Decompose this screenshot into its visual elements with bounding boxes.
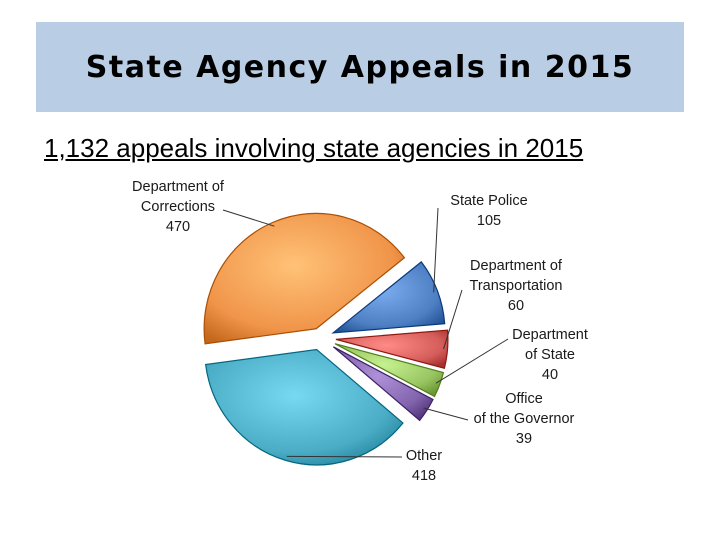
- slice-label-line: of the Governor: [474, 411, 575, 427]
- slice-label-line: of State: [525, 347, 575, 363]
- slice-label-2: Department of State 40: [512, 327, 588, 383]
- slice-label-line: 60: [508, 298, 524, 314]
- leader-lines-layer: [222, 207, 509, 458]
- slice-label-line: 40: [542, 367, 558, 383]
- slice-label-line: Department of: [470, 258, 563, 274]
- slice-label-5: Department of Corrections 470: [132, 179, 225, 235]
- title-band: State Agency Appeals in 2015: [36, 22, 684, 112]
- pie-slice-5: [203, 212, 406, 345]
- slice-label-line: Transportation: [470, 278, 563, 294]
- slice-label-line: 418: [412, 468, 436, 484]
- slice-label-line: Department: [512, 327, 588, 343]
- pie-slice-3: [332, 346, 434, 422]
- leader-line-3: [423, 407, 469, 421]
- leader-line-0: [433, 207, 439, 293]
- pie-slice-1: [335, 329, 449, 369]
- slice-label-3: Office of the Governor 39: [474, 391, 575, 447]
- slice-label-line: Other: [406, 448, 442, 464]
- leader-line-5: [222, 209, 275, 227]
- pie-slice-4: [204, 348, 404, 466]
- pie-slice-2: [334, 343, 445, 398]
- slice-label-line: Department of: [132, 179, 225, 195]
- leader-line-1: [443, 289, 463, 350]
- slice-label-0: State Police 105: [450, 193, 527, 229]
- slice-label-line: 470: [166, 219, 190, 235]
- slice-label-line: 39: [516, 431, 532, 447]
- pie-slice-0: [331, 261, 446, 334]
- leader-line-2: [435, 338, 509, 384]
- slices-layer: [203, 212, 449, 466]
- slice-label-line: Office: [505, 391, 543, 407]
- slice-label-4: Other 418: [406, 448, 442, 484]
- labels-layer: State Police 105 Department of Transportati…: [132, 179, 588, 484]
- page-title: State Agency Appeals in 2015: [85, 49, 635, 85]
- slice-label-line: Corrections: [141, 199, 215, 215]
- chart-subtitle: 1,132 appeals involving state agencies i…: [44, 133, 584, 163]
- slice-label-1: Department of Transportation 60: [470, 258, 563, 314]
- leader-line-4: [286, 455, 403, 458]
- slice-label-line: State Police: [450, 193, 527, 209]
- slice-label-line: 105: [477, 213, 501, 229]
